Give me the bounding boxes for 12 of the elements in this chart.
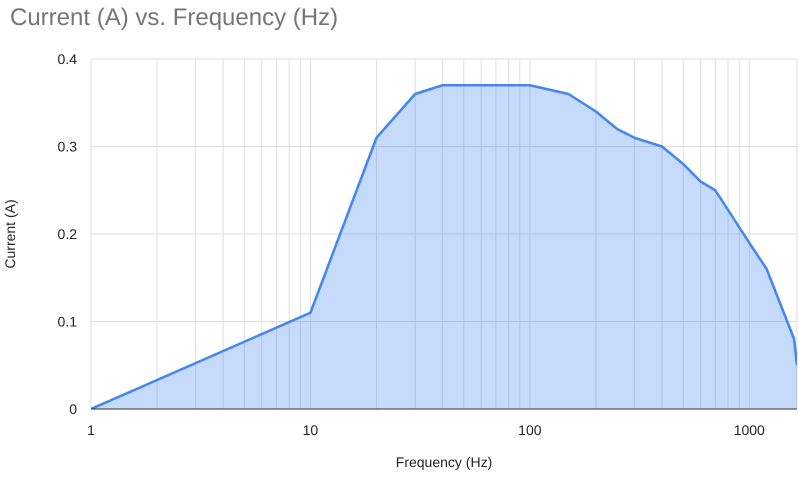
x-tick-label: 1000 [734, 422, 766, 438]
y-tick-label: 0.3 [58, 138, 78, 154]
x-tick-label: 100 [518, 422, 542, 438]
x-tick-label: 10 [302, 422, 318, 438]
chart-title: Current (A) vs. Frequency (Hz) [10, 4, 338, 32]
x-tick-label: 1 [87, 422, 96, 438]
y-tick-label: 0.1 [58, 313, 78, 330]
x-axis-title: Frequency (Hz) [396, 454, 492, 470]
y-tick-label: 0.2 [58, 226, 78, 242]
y-tick-label: 0 [69, 400, 78, 417]
y-axis-title: Current (A) [2, 199, 18, 269]
y-tick-label: 0.4 [58, 50, 78, 67]
